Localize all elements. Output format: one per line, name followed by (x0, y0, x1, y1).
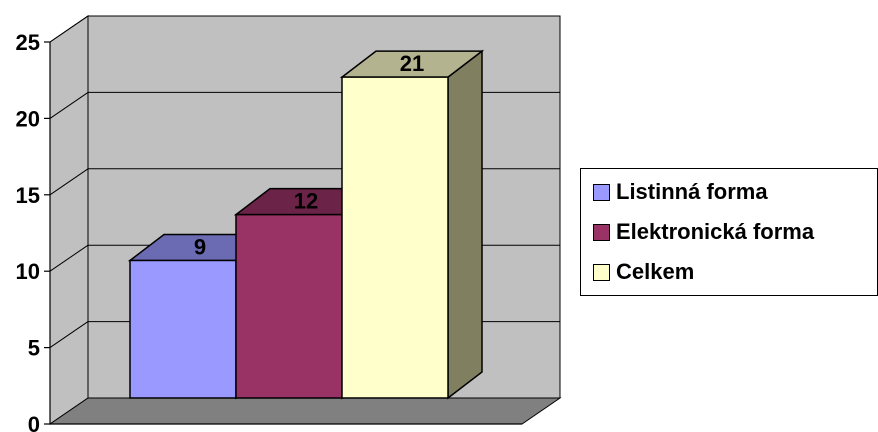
gridline-diagonal (49, 244, 89, 272)
gridline-diagonal (49, 321, 89, 349)
data-label-3: 21 (400, 51, 424, 76)
bar-front (235, 213, 343, 399)
bar-3 (339, 49, 485, 400)
bar-front (129, 259, 237, 399)
legend-item: Elektronická forma (593, 219, 814, 245)
legend-label: Celkem (616, 259, 695, 284)
legend-swatch (593, 183, 610, 201)
legend-item: Listinná forma (593, 179, 768, 205)
bar-1 (127, 232, 273, 400)
y-tick-label: 15 (16, 183, 40, 208)
gridline-diagonal (49, 168, 89, 196)
bar-side (447, 49, 483, 400)
y-axis: 0 5 10 15 20 25 (16, 30, 522, 432)
legend-label: Listinná forma (616, 179, 768, 204)
legend-swatch (593, 263, 610, 281)
data-label-1: 9 (194, 234, 206, 259)
legend: Listinná forma Elektronická forma Celkem (580, 168, 878, 296)
data-labels: 9 12 21 (194, 51, 424, 259)
y-tick-label: 5 (28, 336, 40, 361)
y-tick-label: 20 (16, 106, 40, 131)
y-tick-label: 25 (16, 30, 40, 55)
legend-item: Celkem (593, 259, 694, 285)
gridline-diagonal (49, 91, 89, 119)
y-tick-label: 10 (16, 259, 40, 284)
legend-swatch (593, 223, 610, 241)
data-label-2: 12 (294, 189, 318, 214)
floor (48, 397, 562, 425)
y-tick-label: 0 (28, 412, 40, 432)
bars (127, 49, 485, 400)
side-wall (49, 15, 89, 425)
bar-front (341, 76, 449, 399)
legend-label: Elektronická forma (616, 219, 815, 244)
gridline-diagonal (49, 15, 89, 43)
